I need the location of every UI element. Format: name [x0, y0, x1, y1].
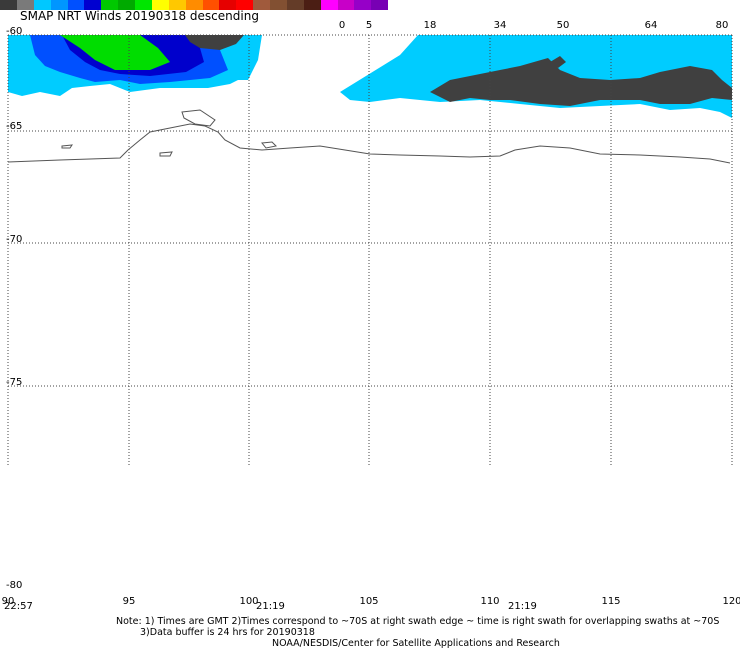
colorbar-segment — [118, 0, 135, 10]
colorbar-segment — [50, 0, 68, 10]
colorbar-segment — [202, 0, 220, 10]
colorbar-segment — [33, 0, 51, 10]
colorbar-segment — [185, 0, 203, 10]
lon-label-100: 100 — [239, 596, 259, 607]
colorbar-segment — [337, 0, 355, 10]
lat-label-65: -65 — [6, 121, 23, 132]
swath-region — [550, 56, 566, 68]
map-graticule — [7, 34, 733, 465]
colorbar-label-80: 80 — [715, 20, 729, 31]
colorbar-segment — [270, 0, 287, 10]
colorbar-segment — [0, 0, 17, 10]
swath-time-middle: 21:19 — [256, 601, 285, 612]
lat-label-75: -75 — [6, 377, 23, 388]
colorbar-segment — [135, 0, 152, 10]
map-notes: Note: 1) Times are GMT 2)Times correspon… — [0, 616, 740, 649]
lat-label-60: -60 — [6, 26, 23, 37]
swath-region — [60, 35, 170, 70]
colorbar-segment — [67, 0, 85, 10]
wind-swath-right — [340, 35, 732, 118]
colorbar-segment — [253, 0, 270, 10]
colorbar-segment — [320, 0, 338, 10]
lon-label-95: 95 — [122, 596, 136, 607]
colorbar-segment — [101, 0, 119, 10]
colorbar-label-18: 18 — [423, 20, 437, 31]
colorbar-label-0: 0 — [338, 20, 346, 31]
colorbar-segment — [84, 0, 102, 10]
note-line-1: Note: 1) Times are GMT 2)Times correspon… — [116, 616, 720, 627]
colorbar-label-64: 64 — [644, 20, 658, 31]
lon-label-110: 110 — [480, 596, 500, 607]
note-credit: NOAA/NESDIS/Center for Satellite Applica… — [272, 638, 560, 649]
colorbar-segment — [219, 0, 237, 10]
lon-label-115: 115 — [601, 596, 621, 607]
wind-speed-colorbar — [0, 0, 389, 10]
lat-label-70: -70 — [6, 234, 23, 245]
swath-time-right: 21:19 — [508, 601, 537, 612]
swath-region — [430, 58, 732, 106]
colorbar-segment — [16, 0, 34, 10]
lon-label-105: 105 — [359, 596, 379, 607]
antarctic-coastline — [7, 109, 731, 164]
lon-label-90: 90 — [1, 596, 15, 607]
colorbar-segment — [236, 0, 254, 10]
colorbar-label-34: 34 — [493, 20, 507, 31]
swath-time-left: 22:57 — [4, 601, 33, 612]
map-title: SMAP NRT Winds 20190318 descending — [20, 9, 259, 23]
lon-label-120: 120 — [722, 596, 740, 607]
note-line-2: 3)Data buffer is 24 hrs for 20190318 — [140, 627, 315, 638]
colorbar-label-50: 50 — [556, 20, 570, 31]
colorbar-segment — [151, 0, 169, 10]
colorbar-segment — [303, 0, 321, 10]
lat-label-80: -80 — [6, 580, 23, 591]
colorbar-segment — [354, 0, 372, 10]
colorbar-segment — [286, 0, 304, 10]
colorbar-segment — [168, 0, 186, 10]
swath-region — [185, 35, 244, 50]
wind-map — [7, 34, 733, 465]
wind-swath-left — [8, 35, 262, 96]
colorbar-label-5: 5 — [365, 20, 373, 31]
colorbar-segment — [371, 0, 389, 10]
